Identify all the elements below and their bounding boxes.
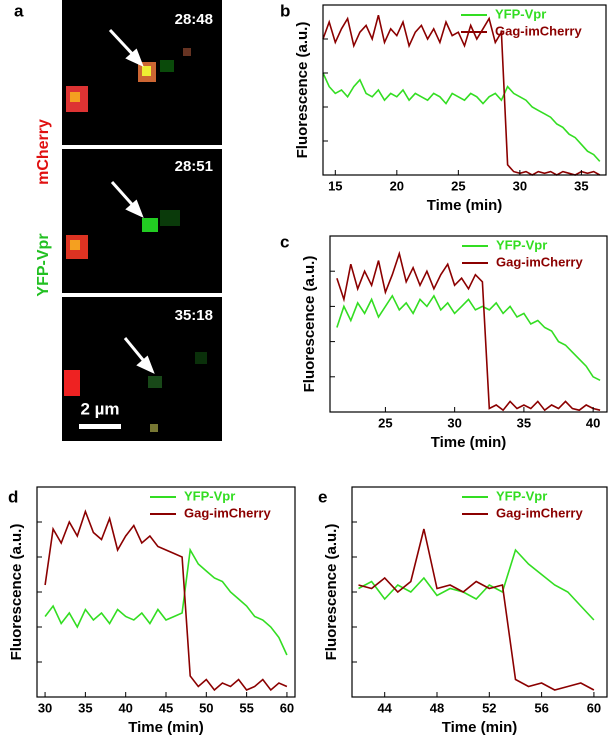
arrows xyxy=(108,28,155,374)
arrow-head xyxy=(125,48,144,67)
x-tick-label: 60 xyxy=(280,700,294,715)
spot xyxy=(142,66,151,76)
plot-frame xyxy=(329,235,608,413)
x-axis-label: Time (min) xyxy=(431,434,507,451)
x-tick-label: 48 xyxy=(430,700,444,715)
x-tick-label: 30 xyxy=(513,178,527,193)
series-line xyxy=(44,547,288,656)
x-tick-label: 44 xyxy=(377,700,392,715)
legend-label: Gag-imCherry xyxy=(495,23,582,38)
x-axis-label: Time (min) xyxy=(427,197,503,214)
x-tick-label: 60 xyxy=(587,700,601,715)
scale-bar xyxy=(79,424,121,429)
panel-label: c xyxy=(280,232,289,251)
arrow-head xyxy=(136,355,155,374)
x-tick-label: 30 xyxy=(447,415,461,430)
plot-frame xyxy=(322,4,607,176)
spot xyxy=(142,218,158,232)
spot xyxy=(64,370,80,396)
x-tick-label: 55 xyxy=(239,700,253,715)
arrow-head xyxy=(125,199,144,218)
spot xyxy=(150,424,158,432)
x-tick-label: 35 xyxy=(574,178,588,193)
y-axis-label: Fluorescence (a.u.) xyxy=(301,256,318,393)
x-tick-label: 25 xyxy=(378,415,392,430)
x-tick-label: 56 xyxy=(534,700,548,715)
series-line xyxy=(336,294,601,382)
spot xyxy=(160,210,180,226)
spot xyxy=(195,352,207,364)
legend-label: YFP-Vpr xyxy=(496,488,547,503)
legend-label: Gag-imCherry xyxy=(496,254,583,269)
panel-label: a xyxy=(14,1,24,20)
spot xyxy=(183,48,191,56)
panel-label: d xyxy=(8,487,18,506)
y-axis-label: Fluorescence (a.u.) xyxy=(8,524,25,661)
x-tick-label: 20 xyxy=(390,178,404,193)
legend-label: YFP-Vpr xyxy=(496,237,547,252)
spot xyxy=(70,240,80,250)
spot xyxy=(70,92,80,102)
series-line xyxy=(336,250,601,412)
x-axis-label: Time (min) xyxy=(128,719,204,736)
series-line xyxy=(358,548,595,621)
channel-label: YFP-Vpr xyxy=(35,233,52,296)
legend-label: Gag-imCherry xyxy=(496,505,583,520)
series-line xyxy=(322,14,601,176)
series-line xyxy=(358,528,595,691)
scale-bar-label: 2 µm xyxy=(80,399,119,418)
legend-label: YFP-Vpr xyxy=(495,6,546,21)
micrograph-panel: a 28:48 28:51 35:18 mCherry YFP-Vpr 2 µ xyxy=(14,0,222,441)
spot xyxy=(160,60,174,72)
x-tick-label: 15 xyxy=(328,178,342,193)
panel-label: b xyxy=(280,1,290,20)
x-tick-label: 40 xyxy=(586,415,600,430)
channel-label: mCherry xyxy=(35,119,52,185)
x-tick-label: 52 xyxy=(482,700,496,715)
x-tick-label: 35 xyxy=(78,700,92,715)
series-line xyxy=(44,509,288,692)
y-axis-label: Fluorescence (a.u.) xyxy=(294,22,311,159)
x-tick-label: 30 xyxy=(38,700,52,715)
x-tick-label: 45 xyxy=(159,700,173,715)
x-axis-label: Time (min) xyxy=(442,719,518,736)
x-tick-label: 50 xyxy=(199,700,213,715)
legend-label: YFP-Vpr xyxy=(184,488,235,503)
legend-label: Gag-imCherry xyxy=(184,505,271,520)
panel-label: e xyxy=(318,487,327,506)
time-stamp: 28:51 xyxy=(175,158,213,175)
time-stamp: 35:18 xyxy=(175,307,213,324)
spot xyxy=(148,376,162,388)
y-axis-label: Fluorescence (a.u.) xyxy=(323,524,340,661)
x-tick-label: 25 xyxy=(451,178,465,193)
x-tick-label: 40 xyxy=(118,700,132,715)
x-tick-label: 35 xyxy=(517,415,531,430)
series-line xyxy=(322,72,601,162)
micrograph xyxy=(62,297,222,441)
time-stamp: 28:48 xyxy=(175,11,213,28)
